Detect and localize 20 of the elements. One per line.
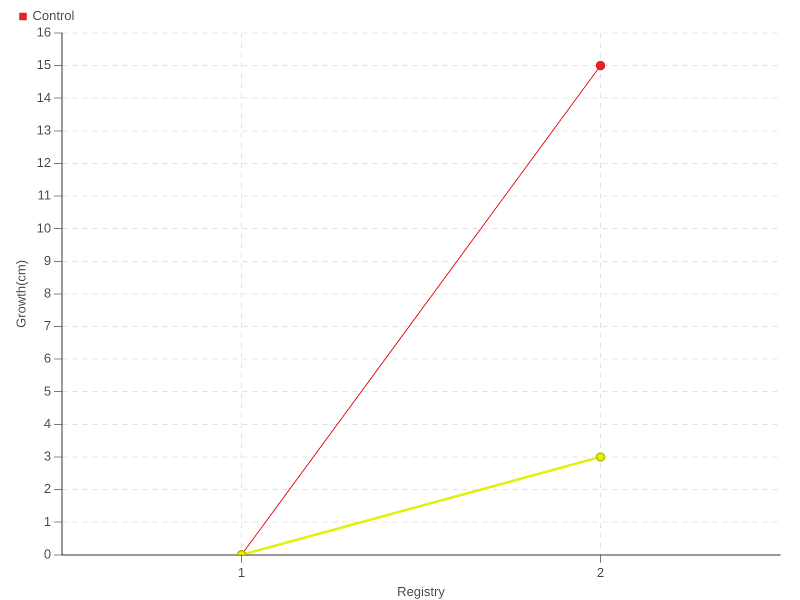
y-tick-label: 8 (44, 285, 52, 300)
y-tick-label: 11 (38, 188, 52, 203)
y-tick-label: 0 (44, 546, 52, 562)
y-tick-label: 3 (44, 448, 52, 464)
y-tick-label: 10 (36, 220, 52, 236)
y-tick-label: 13 (36, 122, 52, 138)
y-tick-label: 6 (44, 350, 52, 366)
y-tick-label: 15 (36, 57, 52, 72)
y-axis-title: Growth(cm) (13, 260, 28, 328)
y-tick-label: 2 (44, 481, 52, 496)
y-tick-label: 14 (36, 90, 52, 105)
y-tick-label: 4 (44, 416, 52, 431)
y-tick-label: 5 (44, 383, 52, 398)
y-tick-label: 1 (44, 514, 52, 529)
y-tick-label: 12 (36, 155, 52, 170)
x-axis-title: Registry (397, 584, 446, 599)
y-tick-label: 16 (36, 24, 52, 40)
y-tick-label: 7 (44, 318, 52, 334)
legend-label: Control (32, 8, 75, 24)
y-tick-label: 9 (44, 252, 52, 268)
